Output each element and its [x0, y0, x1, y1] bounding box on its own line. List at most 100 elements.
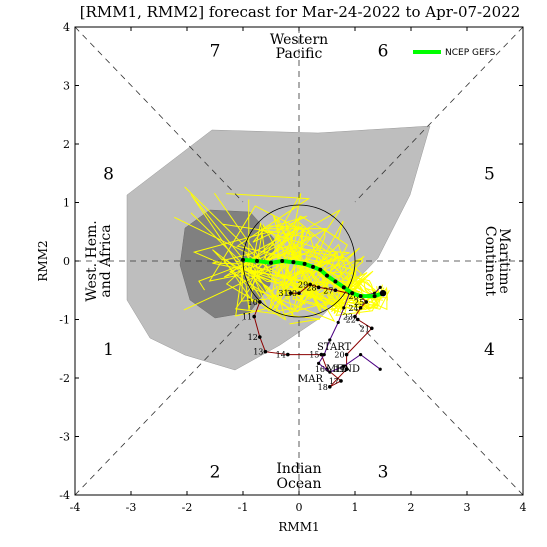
y-tick-label: 0: [63, 255, 70, 268]
observed-day-label: 20: [334, 351, 344, 360]
y-tick-label: 1: [63, 197, 70, 210]
phase-label-2: 2: [210, 463, 221, 483]
observed-day-label: 21: [360, 324, 370, 333]
series-ncep-gefs-point: [372, 294, 377, 299]
x-tick-label: -1: [238, 501, 249, 514]
observed-point: [258, 300, 262, 304]
series-ncep-gefs-point: [280, 259, 285, 263]
series-ncep-gefs-point: [255, 259, 259, 263]
x-tick-label: -4: [70, 501, 81, 514]
region-western-pacific-line1: Western: [270, 32, 328, 48]
phase-label-3: 3: [378, 463, 389, 483]
phase-label-4: 4: [484, 340, 495, 360]
series-ncep-gefs-point: [333, 279, 338, 284]
x-tick-label: 0: [296, 501, 303, 514]
series-ncep-gefs-point: [350, 291, 355, 296]
observed-day-label: 10: [248, 298, 258, 307]
observed-point: [358, 306, 363, 310]
mar-label: MAR: [298, 374, 323, 385]
forecast-point: [328, 338, 332, 342]
observed-day-label: 16: [315, 365, 325, 374]
forecast-point: [322, 353, 326, 357]
observed-day-label: 27: [323, 286, 333, 295]
series-ncep-gefs-point: [358, 294, 363, 299]
forecast-point: [342, 306, 346, 310]
observed-point: [328, 384, 332, 389]
y-tick-label: -4: [59, 489, 70, 502]
observed-day-label: 24: [348, 304, 358, 313]
phase-label-1: 1: [103, 340, 114, 360]
observed-point: [263, 349, 268, 354]
forecast-point: [328, 370, 332, 374]
region-western-pacific-line2: Pacific: [276, 46, 323, 62]
legend-label-ncep-gefs: NCEP GEFS: [445, 48, 496, 58]
series-ncep-gefs-points: [241, 257, 387, 299]
observed-day-label: 19: [334, 365, 344, 374]
observed-track: [253, 283, 373, 388]
observed-point: [308, 282, 313, 287]
legend: NCEP GEFS: [413, 48, 496, 58]
chart-title: [RMM1, RMM2] forecast for Mar-24-2022 to…: [80, 3, 521, 21]
observed-point: [344, 367, 349, 372]
y-tick-label: 4: [63, 21, 70, 34]
observed-day-label: 31: [278, 289, 288, 298]
y-axis-label: RMM2: [36, 240, 50, 281]
observed-point: [364, 300, 369, 304]
x-tick-label: 2: [408, 501, 415, 514]
observed-day-label: 23: [343, 313, 353, 322]
forecast-point: [378, 285, 382, 289]
y-tick-label: 2: [63, 138, 70, 151]
y-tick-label: -1: [59, 314, 70, 327]
observed-day-label: 22: [346, 316, 356, 325]
x-tick-label: 3: [464, 501, 471, 514]
ensemble-member-line: [190, 212, 388, 316]
observed-point: [319, 352, 324, 357]
series-ncep-gefs-point: [341, 285, 346, 290]
observed-point: [333, 288, 338, 293]
region-west-hem-africa-line2: and Africa: [98, 224, 114, 297]
series-ncep-gefs-point: [311, 264, 315, 269]
series-ncep-gefs-point: [318, 267, 323, 272]
observed-day-label: 13: [253, 348, 263, 357]
y-tick-label: -3: [59, 431, 70, 444]
x-tick-label: -3: [126, 501, 137, 514]
end-label: END: [336, 364, 360, 375]
observed-day-label: 28: [306, 283, 316, 292]
observed-point: [286, 352, 290, 357]
observed-point: [353, 314, 357, 319]
y-tick-label: -2: [59, 372, 70, 385]
observed-day-label: 15: [309, 351, 319, 360]
ensemble-member-line: [234, 215, 379, 325]
series-ncep-gefs-point: [379, 289, 387, 297]
y-tick-label: 3: [63, 80, 70, 93]
mid-label: MID: [326, 364, 348, 375]
observed-point: [252, 314, 256, 319]
ensemble-member-line: [235, 262, 385, 317]
observed-point: [258, 335, 262, 339]
series-ncep-gefs-point: [269, 260, 273, 265]
phase-label-6: 6: [378, 41, 389, 61]
observed-point: [370, 326, 374, 331]
series-ncep-gefs-point: [241, 257, 245, 262]
observed-day-label: 11: [242, 313, 252, 322]
x-tick-label: 4: [520, 501, 527, 514]
phase-label-5: 5: [484, 164, 495, 184]
observed-day-label: 18: [318, 383, 328, 392]
region-maritime-continent-line2: Continent: [482, 226, 498, 297]
region-west-hem-africa-line1: West. Hem.: [84, 220, 100, 301]
phase-label-7: 7: [210, 41, 221, 61]
forecast-point: [342, 364, 346, 368]
observed-point: [339, 379, 343, 383]
x-axis-label: RMM1: [278, 520, 319, 534]
series-ncep-gefs-point: [302, 261, 307, 266]
series-ncep-gefs-point: [291, 260, 296, 265]
x-tick-label: -2: [182, 501, 193, 514]
observed-point: [356, 317, 360, 322]
phase-dividers: [74, 26, 524, 496]
observed-point: [344, 352, 349, 357]
observed-day-label: 26: [348, 292, 358, 301]
